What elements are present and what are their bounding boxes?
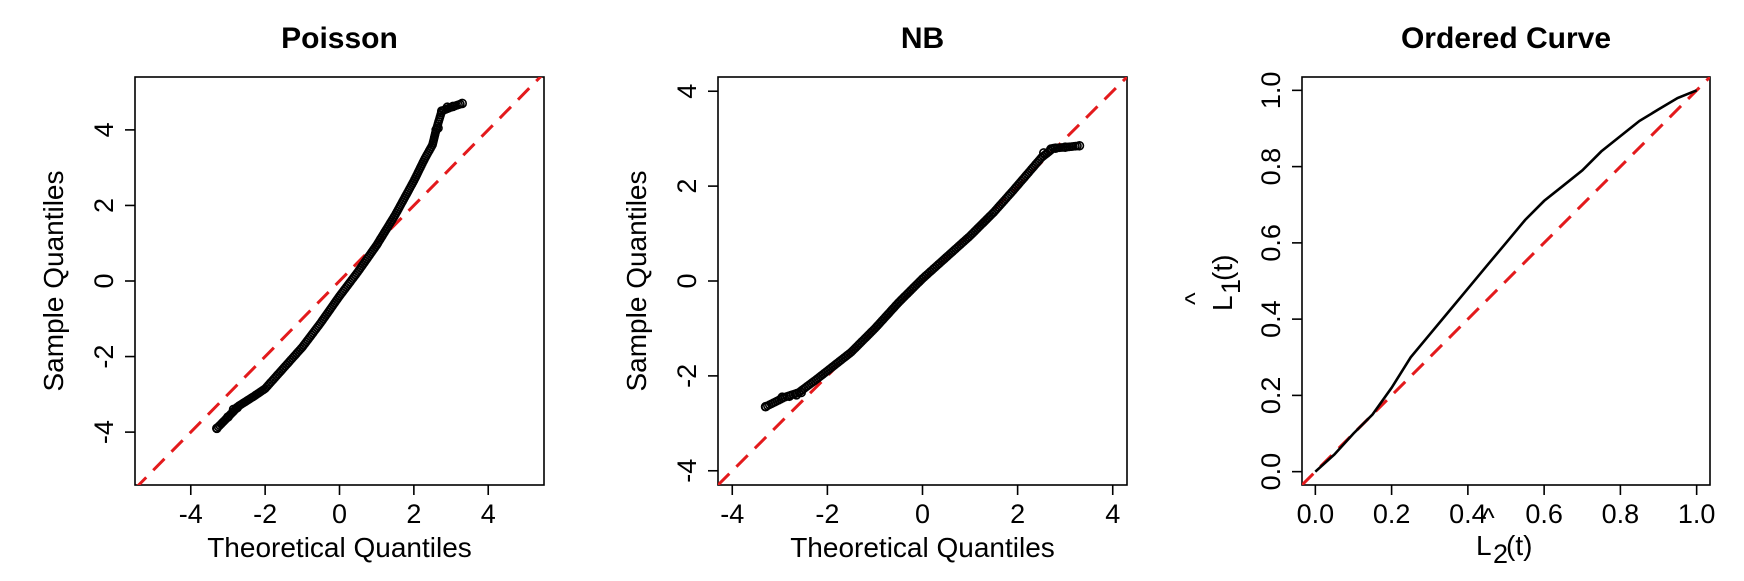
plot-area: [718, 77, 1127, 485]
qq-point: [1060, 142, 1070, 153]
x-tick-label: 0.6: [1525, 499, 1563, 529]
qq-point: [796, 387, 807, 398]
x-tick-label: 1.0: [1678, 499, 1716, 529]
y-axis-label-suffix: (t): [1207, 255, 1238, 281]
x-tick-label: -2: [253, 499, 277, 529]
y-axis-label: L^ 1(t): [1180, 255, 1246, 311]
y-tick-label: -2: [672, 364, 702, 388]
qq-point: [760, 401, 771, 412]
y-tick-label: 4: [89, 122, 119, 137]
panel-title: Poisson: [281, 22, 398, 55]
x-tick-label: 0.8: [1602, 499, 1640, 529]
x-tick-label: 4: [481, 499, 496, 529]
y-axis-label: Sample Quantiles: [621, 170, 652, 391]
x-axis-label-suffix: (t): [1506, 530, 1532, 561]
qq-point: [223, 412, 233, 422]
qq-point: [431, 125, 441, 135]
qq-point: [1074, 140, 1085, 151]
y-axis-label-base: L: [1207, 295, 1238, 311]
x-tick-label: 0: [915, 499, 930, 529]
x-tick-label: -4: [179, 499, 203, 529]
y-tick-label: 0.6: [1256, 224, 1286, 262]
x-tick-label: 0.0: [1297, 499, 1335, 529]
y-tick-label: 2: [89, 198, 119, 213]
x-tick-label: 0.2: [1373, 499, 1411, 529]
y-tick-label: -4: [672, 459, 702, 483]
qq-point: [212, 423, 222, 434]
y-tick-label: 0.0: [1256, 453, 1286, 491]
panel-3: Ordered Curve 0.0 0.2 0.4 0.6 0.8 1.0 0.0 0.2 0.4…: [1180, 22, 1715, 569]
y-tick-label: 2: [672, 179, 702, 194]
y-tick-label: -2: [89, 345, 119, 369]
y-tick-label: 4: [672, 84, 702, 99]
y-tick-label: 1.0: [1256, 72, 1286, 110]
x-tick-label: -2: [815, 499, 839, 529]
qq-point: [448, 101, 458, 112]
panel-title: NB: [901, 22, 944, 55]
x-axis-label-sub: 2: [1493, 539, 1508, 569]
ordered-curve-line: [1314, 89, 1698, 473]
y-tick-label: 0.2: [1256, 377, 1286, 415]
y-tick-label: 0.4: [1256, 300, 1286, 338]
qq-point: [1038, 148, 1049, 158]
x-tick-label: 0.4: [1449, 499, 1487, 529]
x-tick-label: 0: [332, 499, 347, 529]
x-axis-label: Theoretical Quantiles: [207, 532, 472, 563]
qq-points: [212, 98, 468, 434]
y-tick-label: 0: [672, 273, 702, 288]
plot-area: [136, 77, 543, 485]
qq-point: [457, 98, 468, 109]
y-tick-label: -4: [89, 420, 119, 444]
qq-point: [791, 390, 802, 400]
reference-line: [136, 77, 543, 485]
qq-points: [760, 140, 1085, 412]
y-axis-label-sub: 1: [1216, 279, 1246, 294]
qq-point: [442, 102, 453, 113]
x-axis-label-base: L: [1476, 530, 1492, 561]
reference-line: [1302, 77, 1710, 485]
qq-point: [232, 402, 243, 413]
x-tick-label: 2: [406, 499, 421, 529]
plot-frame: [1301, 76, 1711, 486]
y-axis-label-hat: ^: [1180, 292, 1210, 305]
x-tick-label: -4: [720, 499, 744, 529]
qq-point: [433, 123, 443, 133]
qq-point: [1046, 144, 1056, 154]
y-axis-label: Sample Quantiles: [38, 170, 69, 391]
qq-point: [1050, 143, 1061, 153]
plot-area: [1302, 77, 1710, 485]
panel-2: NB -4 -2 0 2 4 -4 -2 0 2 4 Theoretical Quantiles Sam…: [621, 22, 1128, 563]
x-tick-label: 2: [1010, 499, 1025, 529]
x-axis-label: Theoretical Quantiles: [790, 532, 1055, 563]
y-tick-label: 0: [89, 273, 119, 288]
y-tick-label: 0.8: [1256, 148, 1286, 186]
x-axis-label: L^ 2(t): [1476, 503, 1532, 569]
panel-title: Ordered Curve: [1401, 22, 1611, 55]
panel-1: Poisson -4 -2 0 2 4 -4 -2 0 2 4 Theoretical Quantil…: [38, 22, 545, 563]
x-tick-label: 4: [1105, 499, 1120, 529]
x-axis-label-hat: ^: [1482, 503, 1495, 533]
